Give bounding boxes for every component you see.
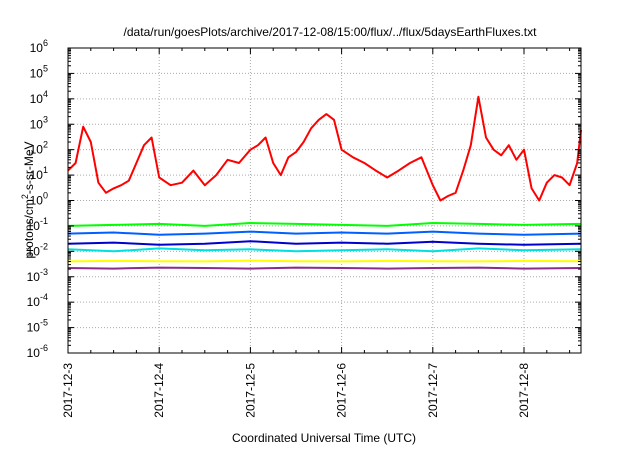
y-tick-label-exp: 2 bbox=[43, 140, 48, 150]
y-tick-label: 10-1 bbox=[27, 216, 48, 233]
y-tick-label-base: 10 bbox=[27, 321, 41, 335]
y-tick-label: 106 bbox=[30, 38, 48, 55]
y-tick-label-exp: 3 bbox=[43, 114, 48, 124]
y-tick-label-base: 10 bbox=[30, 143, 44, 157]
series-line-6 bbox=[67, 266, 582, 270]
x-tick-label: 2017-12-5 bbox=[243, 363, 257, 418]
y-tick-label: 102 bbox=[30, 140, 48, 157]
y-tick-label: 10-3 bbox=[27, 267, 48, 284]
y-axis-label: protons/cm2-s-sr-MeV bbox=[20, 141, 36, 258]
y-tick-label-exp: -6 bbox=[40, 343, 48, 353]
y-tick-label-exp: -4 bbox=[40, 292, 48, 302]
y-tick-label-base: 10 bbox=[30, 92, 44, 106]
series-line-5 bbox=[67, 259, 582, 263]
y-tick-label: 10-5 bbox=[27, 318, 48, 335]
y-tick-label-exp: -3 bbox=[40, 267, 48, 277]
series-layer bbox=[67, 95, 582, 270]
y-tick-label-base: 10 bbox=[27, 295, 41, 309]
y-tick-label-base: 10 bbox=[27, 244, 41, 258]
y-tick-label-exp: -1 bbox=[40, 216, 48, 226]
plot-frame bbox=[67, 47, 582, 354]
y-tick-label-base: 10 bbox=[30, 194, 44, 208]
y-tick-label-base: 10 bbox=[27, 346, 41, 360]
series-line-3 bbox=[67, 230, 582, 236]
y-axis-label-prefix: protons/cm bbox=[22, 199, 36, 258]
y-tick-label-exp: 6 bbox=[43, 38, 48, 48]
x-axis-label: Coordinated Universal Time (UTC) bbox=[232, 431, 416, 445]
y-tick-label: 10-6 bbox=[27, 343, 48, 360]
y-tick-label: 101 bbox=[30, 165, 48, 182]
y-tick-label-base: 10 bbox=[30, 66, 44, 80]
y-tick-label-exp: -2 bbox=[40, 241, 48, 251]
series-line-4 bbox=[67, 240, 582, 246]
x-tick-label: 2017-12-4 bbox=[152, 363, 166, 418]
grid-layer bbox=[68, 48, 581, 353]
y-axis-label-suffix: -s-sr-MeV bbox=[22, 141, 36, 194]
chart-title: /data/run/goesPlots/archive/2017-12-08/1… bbox=[124, 25, 538, 39]
x-tick-label: 2017-12-8 bbox=[517, 363, 531, 418]
y-tick-label-exp: 0 bbox=[43, 191, 48, 201]
x-tick-label: 2017-12-6 bbox=[335, 363, 349, 418]
series-line-2 bbox=[67, 247, 582, 253]
y-tick-label: 104 bbox=[30, 89, 48, 106]
y-tick-label-exp: 1 bbox=[43, 165, 48, 175]
y-tick-label: 10-2 bbox=[27, 241, 48, 258]
y-tick-label-exp: 5 bbox=[43, 63, 48, 73]
x-tick-label: 2017-12-3 bbox=[61, 363, 75, 418]
y-tick-label-base: 10 bbox=[30, 117, 44, 131]
x-tick-label: 2017-12-7 bbox=[426, 363, 440, 418]
y-tick-label: 100 bbox=[30, 191, 48, 208]
y-tick-label-base: 10 bbox=[27, 270, 41, 284]
y-tick-label-exp: 4 bbox=[43, 89, 48, 99]
y-tick-label: 105 bbox=[30, 63, 48, 80]
y-tick-label-base: 10 bbox=[30, 41, 44, 55]
y-tick-layer: 10-610-510-410-310-210-11001011021031041… bbox=[27, 38, 581, 360]
y-axis-label-sup: 2 bbox=[20, 194, 30, 199]
series-line-1 bbox=[67, 222, 582, 227]
y-tick-label: 10-4 bbox=[27, 292, 48, 309]
y-tick-label-base: 10 bbox=[30, 168, 44, 182]
y-tick-label-exp: -5 bbox=[40, 318, 48, 328]
y-tick-label: 103 bbox=[30, 114, 48, 131]
series-line-0 bbox=[67, 95, 582, 202]
x-tick-layer: 2017-12-3 2017-12-4 2017-12-5 2017-12-6 2017… bbox=[61, 48, 571, 418]
y-tick-label-base: 10 bbox=[27, 219, 41, 233]
